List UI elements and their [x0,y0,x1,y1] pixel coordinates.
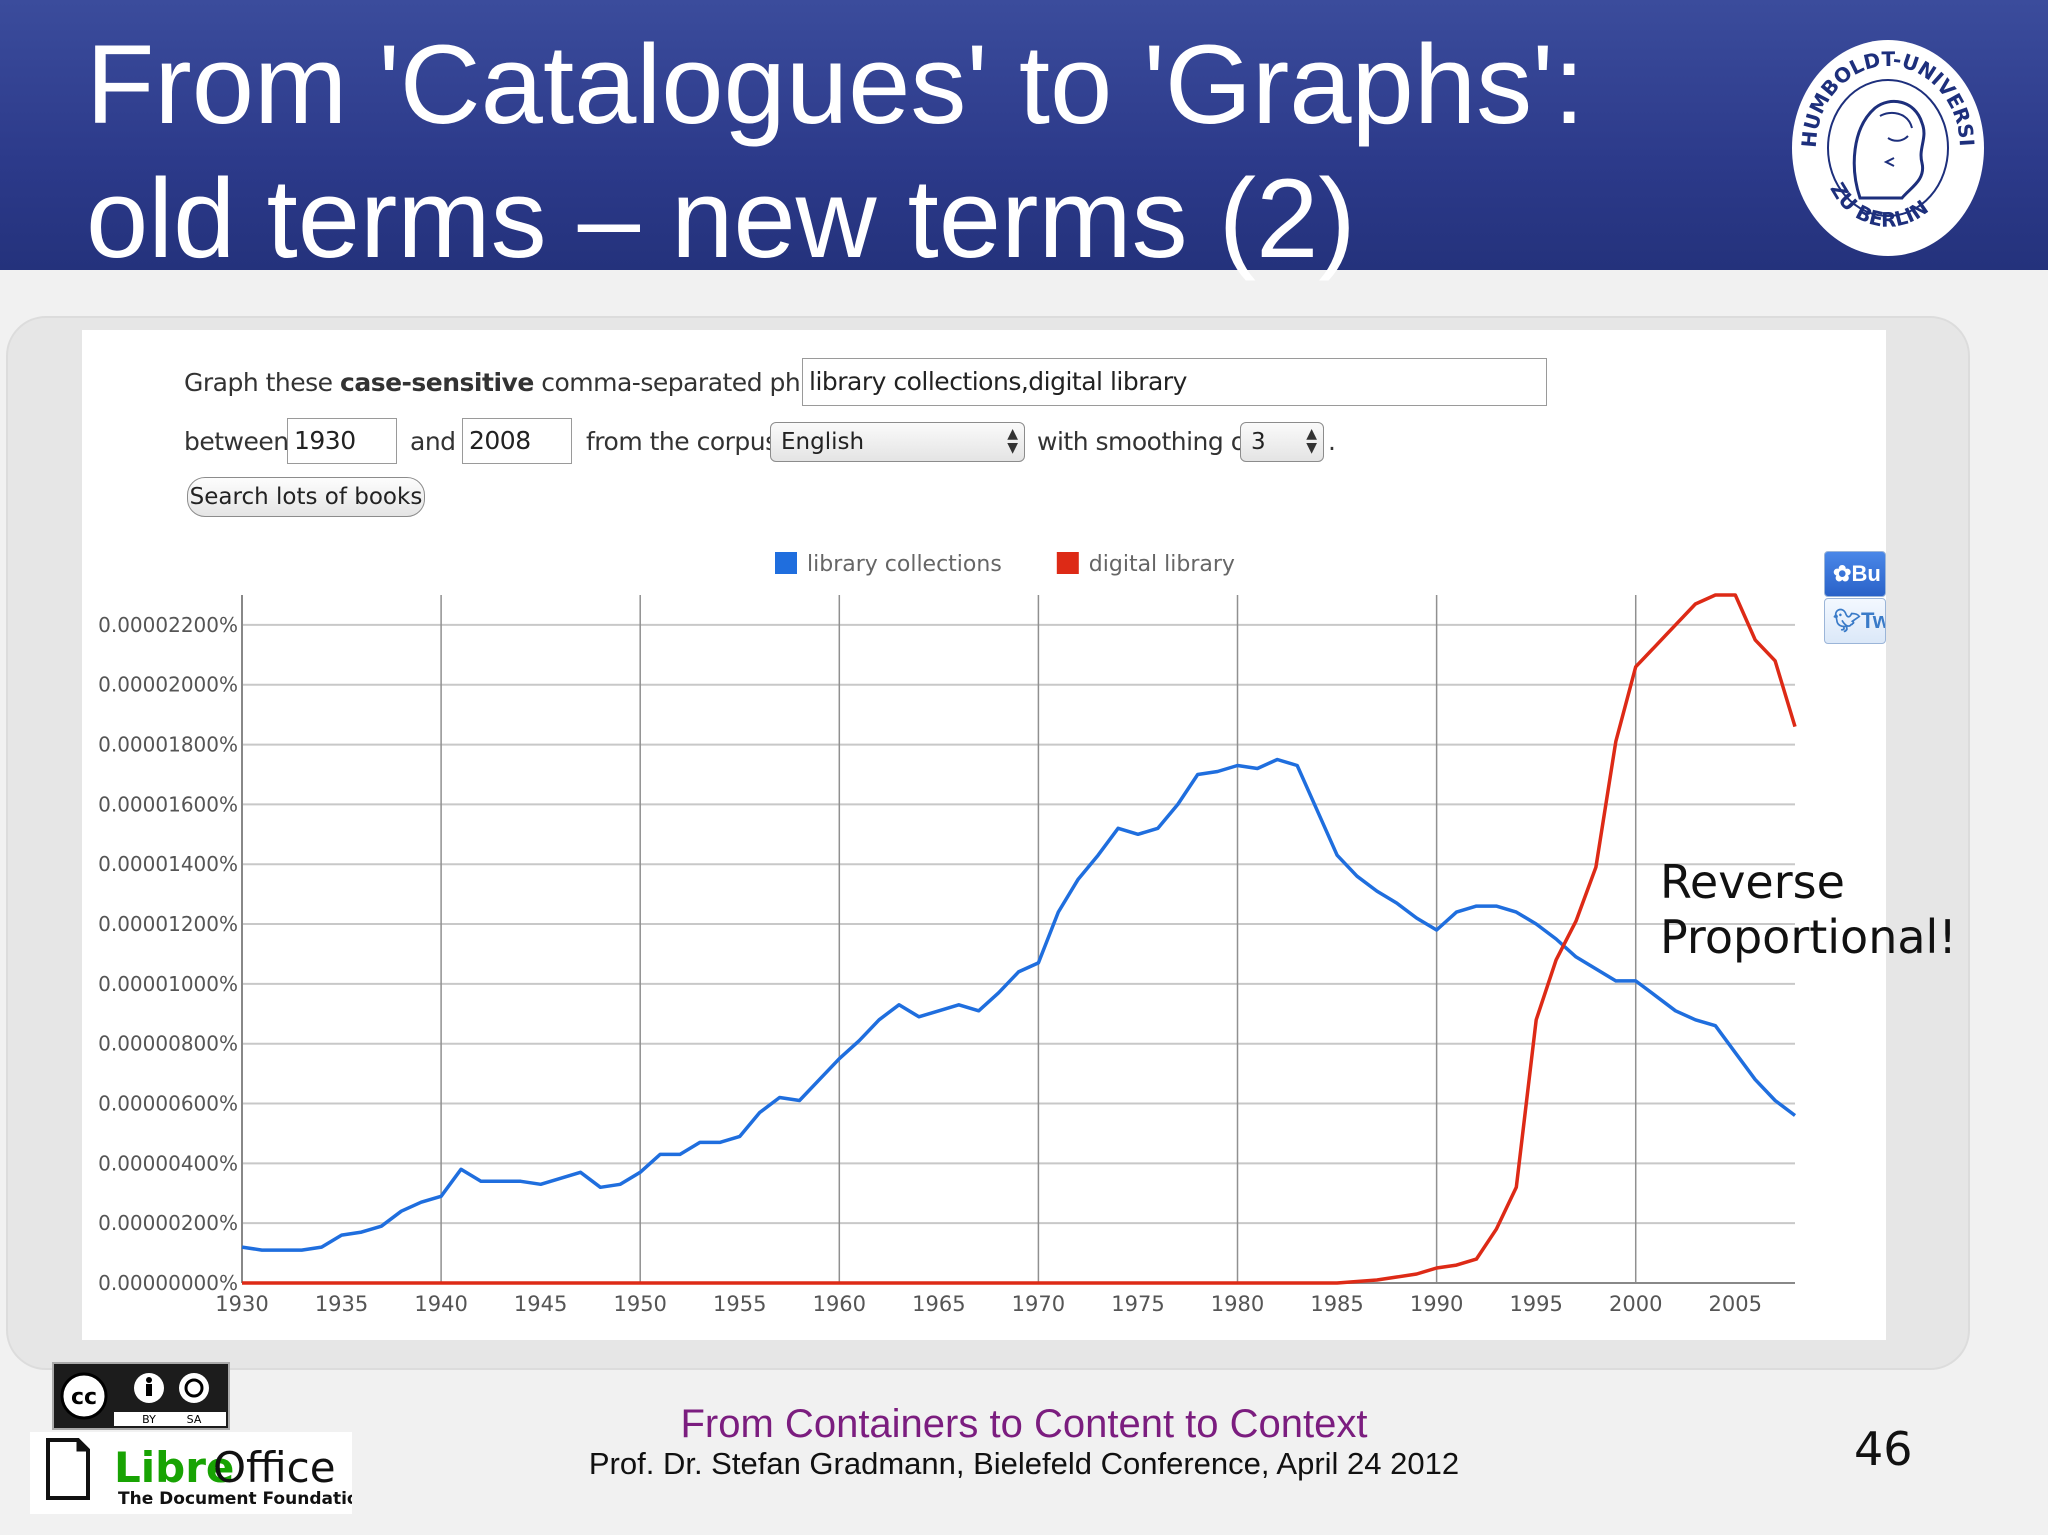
legend-swatch [1056,552,1079,574]
y-tick-label: 0.00002000% [98,673,238,697]
smoothing-select-value: 3 [1251,429,1266,455]
ngram-chart: 0.00000000% 0.00000200% 0.00000400% 0.00000… [98,552,1797,1316]
y-tick-label: 0.00002200% [98,613,238,637]
university-seal-logo: HUMBOLDT-UNIVERSITÄT ZU BERLIN [1790,38,1984,256]
smoothing-select[interactable]: 3 ▲ ▼ [1240,422,1324,462]
x-tick-label: 1960 [813,1292,866,1316]
y-tick-label: 0.00000600% [98,1092,238,1116]
x-tick-label: 1935 [315,1292,368,1316]
phrases-label: Graph these case-sensitive comma-separat… [184,368,873,397]
x-tick-label: 1970 [1012,1292,1065,1316]
slide-title-line1: From 'Catalogues' to 'Graphs': [86,22,1585,147]
and-label: and [410,427,456,456]
end-year-input[interactable]: 2008 [462,418,572,464]
x-tick-label: 1955 [713,1292,766,1316]
buzz-share-button[interactable]: ✿Bu [1824,551,1886,597]
y-tick-label: 0.00001400% [98,852,238,876]
slide-title-line2: old terms – new terms (2) [86,156,1356,281]
twitter-share-button[interactable]: 🐦︎Tw [1824,598,1886,644]
footer-subtitle: Prof. Dr. Stefan Gradmann, Bielefeld Con… [588,1446,1460,1481]
x-tick-label: 1965 [912,1292,965,1316]
legend-label: digital library [1089,552,1235,577]
annotation-line2: Proportional! [1660,910,1957,964]
creative-commons-logo: cc BY SA [52,1362,230,1430]
y-tick-label: 0.00001200% [98,912,238,936]
slide-title: From 'Catalogues' to 'Graphs': old terms… [86,18,1786,286]
libre-text: Libre [114,1443,234,1492]
x-tick-label: 1980 [1211,1292,1264,1316]
annotation-line1: Reverse [1660,855,1845,909]
y-tick-label: 0.00000400% [98,1151,238,1175]
smoothing-label: with smoothing of [1037,427,1254,456]
x-tick-label: 1990 [1410,1292,1463,1316]
x-tick-label: 1950 [613,1292,666,1316]
series-line-library-collections [241,757,1797,1252]
form-period: . [1328,427,1336,456]
y-tick-label: 0.00000800% [98,1032,238,1056]
office-text: Office [213,1443,336,1492]
x-tick-label: 1995 [1509,1292,1562,1316]
libreoffice-logo: Libre Office The Document Foundation [30,1432,371,1514]
page-number: 46 [1854,1422,1913,1476]
y-tick-label: 0.00001000% [98,972,238,996]
corpus-label: from the corpus [586,427,778,456]
x-tick-label: 1940 [414,1292,467,1316]
svg-text:cc: cc [71,1385,97,1410]
foundation-text: The Document Foundation [118,1489,352,1509]
stepper-arrows-icon: ▲ ▼ [1306,426,1317,456]
phrases-input[interactable]: library collections,digital library [802,358,1547,406]
buzz-icon: ✿ [1833,561,1852,586]
between-label: between [184,427,289,456]
x-tick-label: 1975 [1111,1292,1164,1316]
annotation-text: Reverse Proportional! [1660,855,1957,965]
legend-swatch [775,552,797,574]
select-arrows-icon: ▲ ▼ [1007,426,1018,456]
y-tick-label: 0.00001800% [98,733,238,757]
y-tick-label: 0.00000200% [98,1211,238,1235]
slide-header: From 'Catalogues' to 'Graphs': old terms… [0,0,2048,281]
series-line-digital-library [242,593,1797,1285]
corpus-select[interactable]: English ▲ ▼ [770,422,1025,462]
x-tick-label: 2000 [1609,1292,1662,1316]
twitter-bird-icon: 🐦︎ [1833,608,1861,633]
x-tick-label: 1930 [215,1292,268,1316]
x-tick-label: 2005 [1709,1292,1762,1316]
x-tick-label: 1945 [514,1292,567,1316]
start-year-input[interactable]: 1930 [287,418,397,464]
legend-label: library collections [807,552,1002,577]
y-tick-label: 0.00000000% [98,1271,238,1295]
y-tick-label: 0.00001600% [98,792,238,816]
cc-sa-label: SA [187,1413,202,1426]
cc-by-label: BY [142,1413,156,1426]
ngram-viewer-screenshot: Graph these case-sensitive comma-separat… [82,330,1886,1340]
footer-title: From Containers to Content to Context [680,1402,1368,1446]
corpus-select-value: English [781,429,865,455]
x-tick-label: 1985 [1310,1292,1363,1316]
search-button[interactable]: Search lots of books [187,477,425,517]
